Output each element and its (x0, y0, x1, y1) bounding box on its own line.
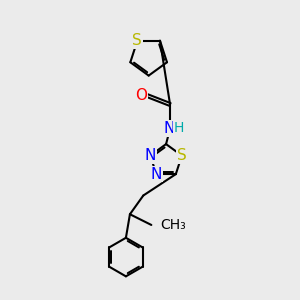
Text: N: N (163, 121, 174, 136)
Text: CH₃: CH₃ (161, 218, 187, 232)
Text: N: N (151, 167, 162, 182)
Text: S: S (177, 148, 187, 163)
Text: N: N (145, 148, 156, 163)
Text: H: H (173, 121, 184, 135)
Text: O: O (135, 88, 147, 103)
Text: S: S (133, 33, 142, 48)
